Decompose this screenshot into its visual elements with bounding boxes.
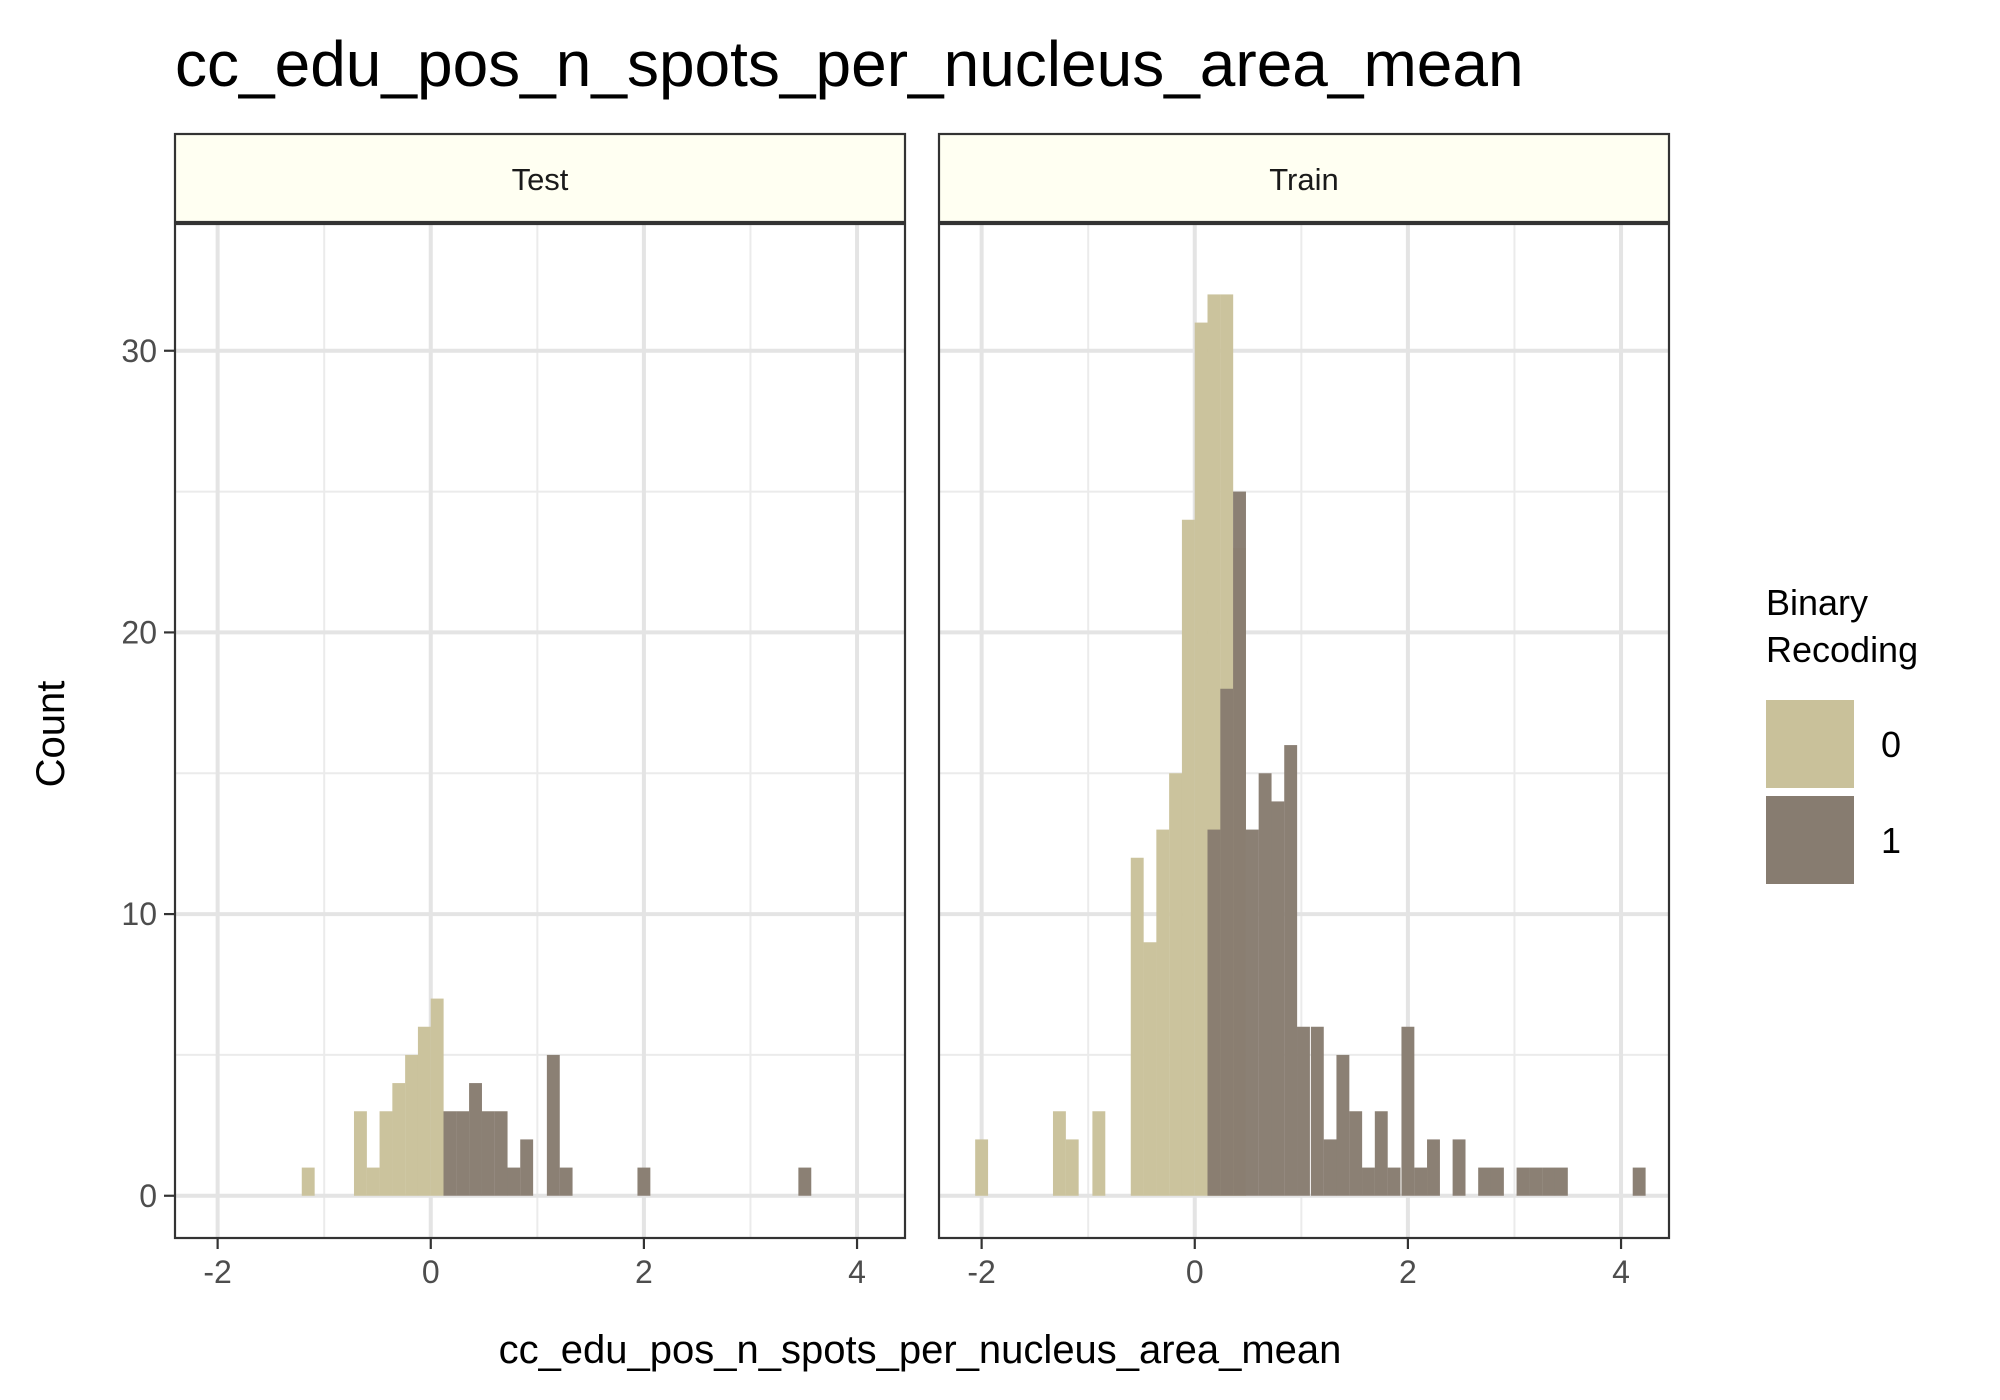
bar-train-series-1 xyxy=(1478,1167,1492,1196)
bar-train-series-1 xyxy=(1554,1167,1568,1196)
x-tick-label: -2 xyxy=(967,1254,995,1290)
x-tick-label: 4 xyxy=(848,1254,866,1290)
x-tick-label: -2 xyxy=(203,1254,231,1290)
bar-train-series-1 xyxy=(1349,1111,1363,1196)
panel-border-test xyxy=(173,222,907,1240)
strip-train xyxy=(937,132,1671,224)
bar-test-series-1 xyxy=(546,1054,560,1196)
bar-train-series-1 xyxy=(1490,1167,1504,1196)
strip-label-test: Test xyxy=(512,162,569,197)
bar-train-series-1 xyxy=(1529,1167,1543,1196)
bar-test-series-1 xyxy=(507,1167,521,1196)
bar-test-series-0 xyxy=(405,1054,419,1196)
bars-test xyxy=(301,998,812,1196)
bar-test-series-0 xyxy=(417,1026,431,1196)
bar-train-series-0 xyxy=(1052,1111,1066,1196)
x-axis-title: cc_edu_pos_n_spots_per_nucleus_area_mean xyxy=(499,1328,1342,1372)
bars-train xyxy=(975,294,1646,1196)
bar-test-series-1 xyxy=(637,1167,651,1196)
y-tick-label: 30 xyxy=(121,333,157,369)
strip-test xyxy=(173,132,907,224)
bar-test-series-0 xyxy=(392,1083,406,1196)
bar-train-series-1 xyxy=(1542,1167,1556,1196)
bar-train-series-1 xyxy=(1401,1026,1415,1196)
bar-train-series-0 xyxy=(1169,773,1183,1196)
bar-train-series-1 xyxy=(1516,1167,1530,1196)
bar-test-series-1 xyxy=(469,1083,482,1196)
bar-train-series-1 xyxy=(1233,491,1246,1196)
y-axis-title: Count xyxy=(29,681,73,788)
bar-test-series-0 xyxy=(301,1167,315,1196)
bar-train-series-0 xyxy=(1156,829,1170,1196)
bar-train-series-1 xyxy=(1310,1026,1324,1196)
bar-train-series-0 xyxy=(1181,519,1195,1196)
legend-title-line: Recoding xyxy=(1766,629,1918,670)
x-tick-label: 2 xyxy=(635,1254,653,1290)
chart-title: cc_edu_pos_n_spots_per_nucleus_area_mean xyxy=(175,28,1524,100)
x-tick-label: 4 xyxy=(1612,1254,1630,1290)
panel-test: Test -2 0 2 4 0 10 20 30 xyxy=(121,132,907,1290)
bar-test-series-0 xyxy=(353,1111,367,1196)
bar-train-series-0 xyxy=(1092,1111,1106,1196)
x-tick-label: 0 xyxy=(422,1254,440,1290)
y-tick-label: 10 xyxy=(121,896,157,932)
bar-test-series-1 xyxy=(481,1111,495,1196)
bar-train-series-1 xyxy=(1387,1167,1401,1196)
bar-test-series-1 xyxy=(456,1111,470,1196)
bar-train-series-1 xyxy=(1362,1167,1375,1196)
bar-test-series-1 xyxy=(520,1139,534,1196)
strip-label-train: Train xyxy=(1269,162,1338,197)
bar-train-series-1 xyxy=(1336,1054,1350,1196)
bar-train-series-1 xyxy=(1220,688,1234,1196)
bar-train-series-0 xyxy=(1065,1139,1079,1196)
bar-test-series-1 xyxy=(559,1167,573,1196)
bar-train-series-1 xyxy=(1452,1139,1466,1196)
bar-test-series-1 xyxy=(443,1111,457,1196)
facet-panels: Test -2 0 2 4 0 10 20 30 Train -2 0 2 4 xyxy=(121,132,1671,1290)
y-tick-label: 20 xyxy=(121,614,157,650)
legend-label-1: 1 xyxy=(1881,820,1901,861)
bar-test-series-0 xyxy=(366,1167,380,1196)
bar-test-series-1 xyxy=(798,1167,812,1196)
plot-area-test xyxy=(175,224,905,1238)
bar-train-series-1 xyxy=(1414,1167,1428,1196)
bar-train-series-1 xyxy=(1258,773,1272,1196)
bar-test-series-0 xyxy=(430,998,444,1196)
bar-test-series-0 xyxy=(379,1111,393,1196)
bar-train-series-0 xyxy=(975,1139,989,1196)
bar-train-series-0 xyxy=(1194,322,1208,1196)
legend-key-1 xyxy=(1766,796,1854,884)
legend-label-0: 0 xyxy=(1881,724,1901,765)
legend: Binary Recoding 0 1 xyxy=(1766,582,1918,884)
bar-train-series-1 xyxy=(1632,1167,1646,1196)
bar-train-series-0 xyxy=(1130,857,1144,1196)
x-tick-label: 2 xyxy=(1399,1254,1417,1290)
bar-train-series-1 xyxy=(1207,829,1221,1196)
bar-train-series-1 xyxy=(1374,1111,1388,1196)
panel-train: Train -2 0 2 4 xyxy=(937,132,1671,1290)
legend-key-0 xyxy=(1766,700,1854,788)
gridlines-test xyxy=(175,224,905,1238)
bar-train-series-1 xyxy=(1271,801,1285,1196)
y-tick-label: 0 xyxy=(139,1178,157,1214)
bar-train-series-1 xyxy=(1284,745,1298,1196)
bar-train-series-1 xyxy=(1245,829,1259,1196)
bar-train-series-1 xyxy=(1297,1026,1310,1196)
legend-title-line: Binary xyxy=(1766,582,1868,623)
bar-train-series-1 xyxy=(1427,1139,1440,1196)
bar-train-series-0 xyxy=(1143,942,1157,1196)
bar-test-series-1 xyxy=(494,1111,508,1196)
x-tick-label: 0 xyxy=(1186,1254,1204,1290)
panel-border-train xyxy=(937,222,1671,1240)
bar-train-series-1 xyxy=(1323,1139,1337,1196)
